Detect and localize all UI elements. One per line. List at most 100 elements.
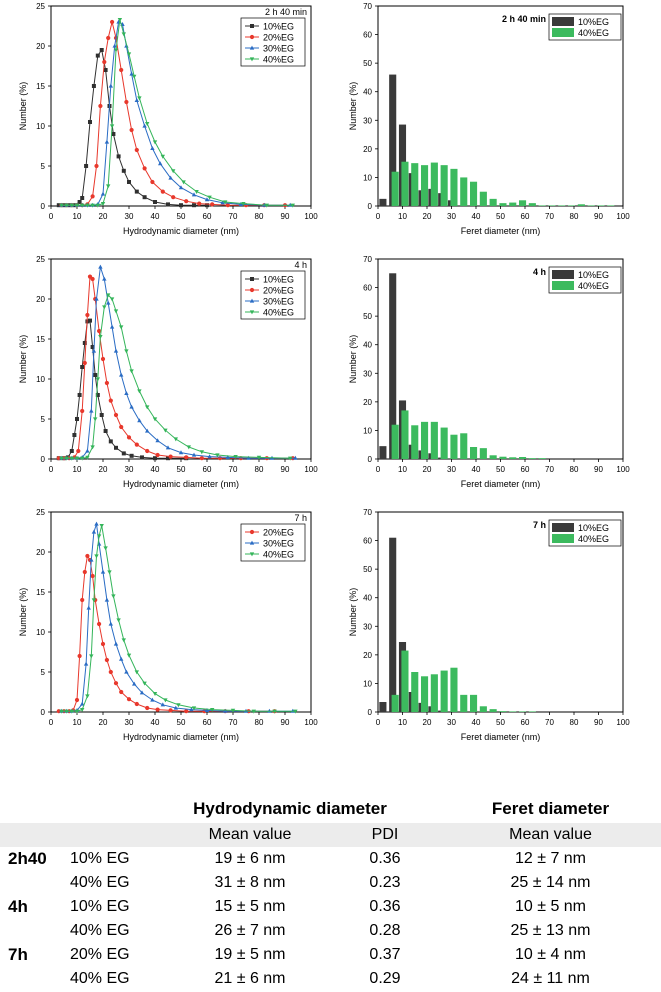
x-axis-label: Feret diameter (nm) <box>461 479 541 489</box>
data-point <box>220 200 225 205</box>
data-point <box>113 681 119 686</box>
time-annotation: 4 h <box>294 260 307 270</box>
x-tick-label: 30 <box>447 718 456 727</box>
data-point <box>75 417 79 421</box>
y-tick-label: 15 <box>36 335 45 344</box>
legend-marker <box>249 552 255 557</box>
legend-marker <box>249 287 255 293</box>
data-point <box>137 389 142 394</box>
data-point <box>199 450 204 455</box>
fd-mean-cell: 25 ± 13 nm <box>510 922 591 939</box>
fd-mean-subheader: Mean value <box>440 823 661 847</box>
data-point <box>104 597 110 602</box>
data-point <box>80 708 85 712</box>
data-point <box>100 202 106 206</box>
data-point <box>288 456 293 461</box>
legend-label: 40%EG <box>263 55 294 65</box>
data-point <box>59 456 64 461</box>
bar <box>379 702 387 712</box>
data-point <box>165 445 171 450</box>
bar <box>450 168 458 206</box>
bar <box>450 434 458 459</box>
bar <box>499 456 507 459</box>
pdi-cell: 0.28 <box>369 922 401 939</box>
bar <box>499 711 507 712</box>
data-point <box>210 708 215 712</box>
sample-cell: 40% EG <box>70 922 130 939</box>
data-point <box>207 454 212 459</box>
data-point <box>129 127 134 133</box>
bar <box>479 191 487 206</box>
x-tick-label: 30 <box>447 212 456 221</box>
dls-chart-4h: 0 10 20 30 40 50 60 70 80 90 100 0 5 10 15 20 25 Hydrodyn… <box>18 255 318 489</box>
data-point <box>106 293 111 298</box>
bar <box>509 202 517 206</box>
data-point <box>134 442 139 447</box>
data-point <box>117 18 123 22</box>
y-tick-label: 10 <box>363 679 372 688</box>
data-point <box>246 455 251 460</box>
bar <box>577 204 585 206</box>
data-point <box>76 448 81 454</box>
x-tick-label: 80 <box>255 465 264 474</box>
data-point <box>126 52 132 57</box>
y-tick-label: 40 <box>363 594 372 603</box>
data-point <box>145 122 150 126</box>
data-point <box>109 124 115 129</box>
data-point <box>150 697 155 702</box>
legend-marker <box>249 34 255 40</box>
bar <box>460 433 468 459</box>
bar <box>379 446 387 459</box>
data-point <box>158 161 163 166</box>
x-tick-label: 20 <box>423 465 432 474</box>
y-tick-label: 0 <box>368 708 373 717</box>
data-point <box>119 372 124 377</box>
series-line <box>61 266 296 459</box>
fd-mean-cell: 10 ± 5 nm <box>514 898 587 915</box>
data-point <box>104 380 109 386</box>
data-point <box>103 429 108 433</box>
bar <box>391 694 399 712</box>
data-point <box>82 360 87 366</box>
bar <box>420 676 429 712</box>
data-point <box>293 709 298 714</box>
data-point <box>85 694 90 699</box>
bar <box>411 163 419 206</box>
bar <box>401 161 409 206</box>
data-point <box>199 456 204 461</box>
data-point <box>124 349 129 354</box>
data-point <box>85 203 90 208</box>
data-point <box>194 190 199 194</box>
data-point <box>272 709 277 714</box>
y-tick-label: 60 <box>363 537 372 546</box>
table-row: 40% EG 31 ± 8 nm 0.23 25 ± 14 nm <box>0 871 661 895</box>
bar <box>469 181 478 206</box>
data-point <box>145 705 150 711</box>
y-tick-label: 10 <box>36 122 45 131</box>
y-tick-label: 5 <box>41 162 46 171</box>
time-cell: 2h40 <box>8 849 47 868</box>
sample-cell: 20% EG <box>70 946 130 963</box>
y-tick-label: 5 <box>41 668 46 677</box>
hd-mean-cell: 15 ± 5 nm <box>214 898 286 915</box>
x-tick-label: 20 <box>423 212 432 221</box>
y-axis-label: Number (%) <box>18 335 28 384</box>
data-point <box>97 328 102 334</box>
data-point <box>104 657 109 663</box>
bar <box>440 670 448 712</box>
x-tick-label: 10 <box>398 465 407 474</box>
data-point <box>119 67 124 73</box>
data-point <box>77 393 82 397</box>
data-point <box>150 179 155 185</box>
bar <box>389 273 397 459</box>
data-point <box>108 83 113 88</box>
x-tick-label: 30 <box>125 212 134 221</box>
data-point <box>137 418 142 423</box>
data-point <box>184 455 189 460</box>
data-point <box>94 554 99 559</box>
x-tick-label: 20 <box>423 718 432 727</box>
legend-label: 10%EG <box>263 275 294 285</box>
data-point <box>102 276 107 281</box>
data-point <box>94 163 99 169</box>
data-point <box>119 656 124 661</box>
